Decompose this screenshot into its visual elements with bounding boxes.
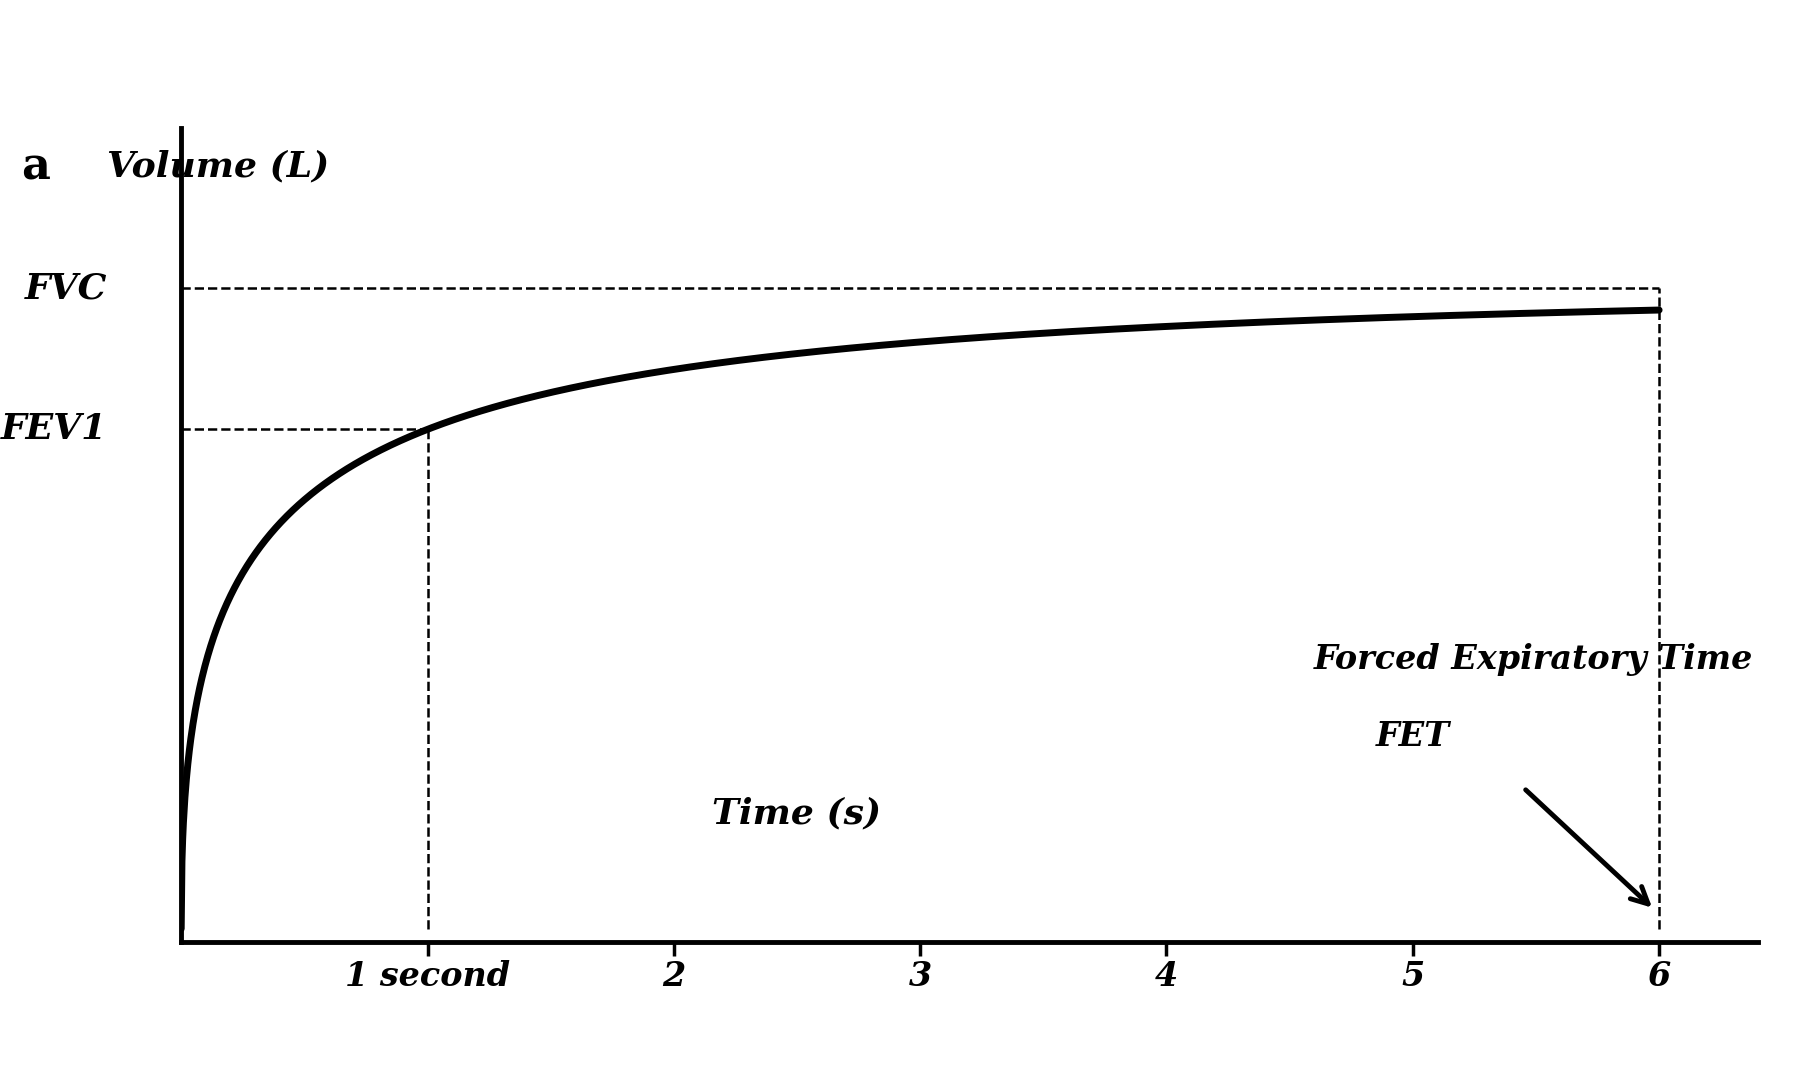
Text: FEV1: FEV1 [2,412,107,446]
Text: Forced Expiratory Time: Forced Expiratory Time [1314,643,1754,676]
Text: a: a [22,146,51,188]
Text: FVC: FVC [25,272,107,305]
Text: Time (s): Time (s) [712,796,882,830]
Text: FET: FET [1375,720,1450,753]
Text: Volume (L): Volume (L) [107,150,330,184]
